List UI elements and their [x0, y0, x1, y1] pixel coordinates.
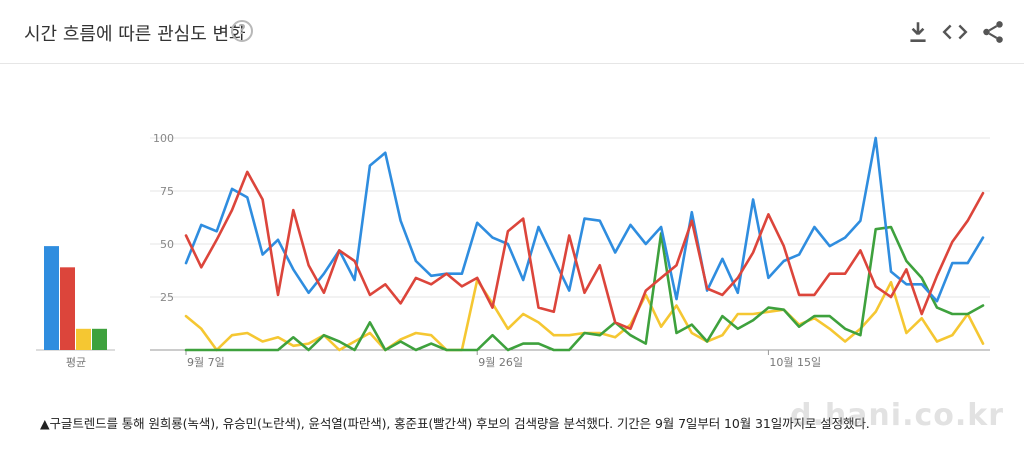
embed-icon[interactable]	[942, 19, 968, 45]
line-series-group	[184, 136, 985, 352]
page-title: 시간 흐름에 따른 관심도 변화	[24, 24, 246, 45]
average-bar-1	[44, 246, 59, 350]
x-axis-ticks: 9월 7일 9월 26일 10월 15일	[185, 350, 821, 369]
x-tick-label-3: 10월 15일	[769, 355, 821, 369]
y-tick-label-100: 100	[153, 132, 174, 145]
average-bar-3	[76, 328, 91, 350]
series-line-4	[184, 225, 985, 352]
help-icon[interactable]: ?	[231, 20, 253, 42]
chart-header: 시간 흐름에 따른 관심도 변화 ?	[0, 0, 1024, 64]
series-line-2	[184, 170, 985, 331]
y-tick-label-75: 75	[160, 185, 174, 198]
series-line-1	[184, 136, 985, 303]
average-bar-2	[60, 267, 75, 350]
footnote-caption: ▲구글트렌드를 통해 원희룡(녹색), 유승민(노란색), 윤석열(파란색), …	[40, 416, 870, 431]
y-tick-label-50: 50	[160, 238, 174, 251]
y-axis-ticks: 25 50 75 100	[153, 132, 174, 304]
share-icon[interactable]	[980, 19, 1006, 45]
x-tick-label-1: 9월 7일	[187, 355, 225, 369]
average-bar-label: 평균	[66, 356, 86, 369]
y-tick-label-25: 25	[160, 291, 174, 304]
average-bar-4	[92, 328, 107, 350]
interest-over-time-chart: 평균 25 50 75 100 9월 7일 9월 26일 10월 15일	[36, 132, 990, 369]
download-icon[interactable]	[905, 19, 931, 45]
watermark: d.hani.co.kr	[789, 398, 1004, 433]
average-bar-chart: 평균	[36, 246, 115, 369]
x-tick-label-2: 9월 26일	[478, 355, 523, 369]
